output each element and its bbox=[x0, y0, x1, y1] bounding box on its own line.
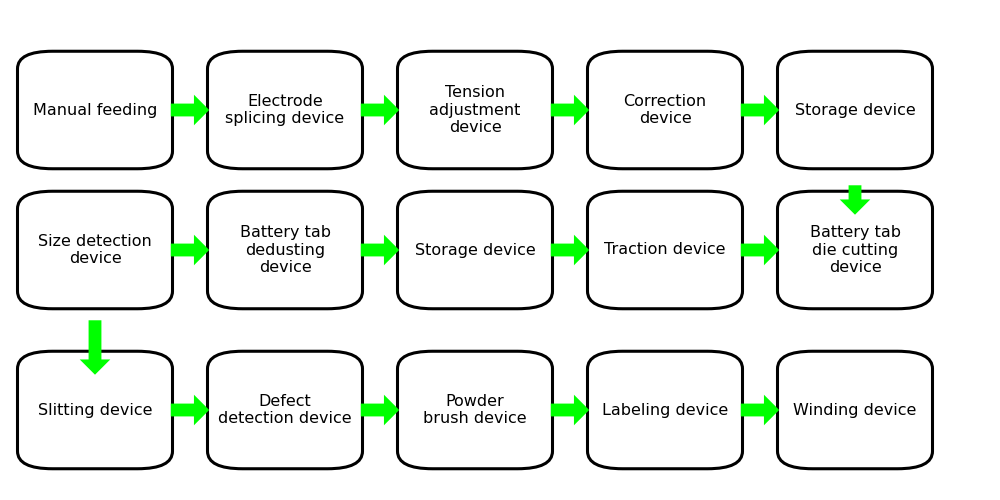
Text: Traction device: Traction device bbox=[604, 242, 726, 258]
Text: Electrode
splicing device: Electrode splicing device bbox=[225, 94, 345, 126]
Text: Size detection
device: Size detection device bbox=[38, 234, 152, 266]
Text: Labeling device: Labeling device bbox=[602, 402, 728, 417]
FancyBboxPatch shape bbox=[588, 351, 742, 469]
FancyBboxPatch shape bbox=[588, 51, 742, 168]
Text: Winding device: Winding device bbox=[793, 402, 917, 417]
FancyBboxPatch shape bbox=[588, 192, 742, 308]
FancyBboxPatch shape bbox=[397, 351, 552, 469]
FancyBboxPatch shape bbox=[207, 51, 362, 168]
Text: Battery tab
dedusting
device: Battery tab dedusting device bbox=[240, 225, 330, 275]
Text: Powder
brush device: Powder brush device bbox=[423, 394, 527, 426]
Text: Tension
adjustment
device: Tension adjustment device bbox=[429, 85, 521, 135]
FancyBboxPatch shape bbox=[778, 351, 932, 469]
Text: Defect
detection device: Defect detection device bbox=[218, 394, 352, 426]
Text: Storage device: Storage device bbox=[415, 242, 535, 258]
FancyBboxPatch shape bbox=[778, 51, 932, 168]
Text: Manual feeding: Manual feeding bbox=[33, 102, 157, 118]
FancyBboxPatch shape bbox=[397, 192, 552, 308]
Text: Correction
device: Correction device bbox=[623, 94, 707, 126]
Text: Battery tab
die cutting
device: Battery tab die cutting device bbox=[810, 225, 900, 275]
Text: Storage device: Storage device bbox=[795, 102, 915, 118]
FancyBboxPatch shape bbox=[18, 351, 173, 469]
FancyBboxPatch shape bbox=[397, 51, 552, 168]
Text: Slitting device: Slitting device bbox=[38, 402, 152, 417]
FancyBboxPatch shape bbox=[18, 51, 173, 168]
FancyBboxPatch shape bbox=[778, 192, 932, 308]
FancyBboxPatch shape bbox=[18, 192, 173, 308]
FancyBboxPatch shape bbox=[207, 192, 362, 308]
FancyBboxPatch shape bbox=[207, 351, 362, 469]
